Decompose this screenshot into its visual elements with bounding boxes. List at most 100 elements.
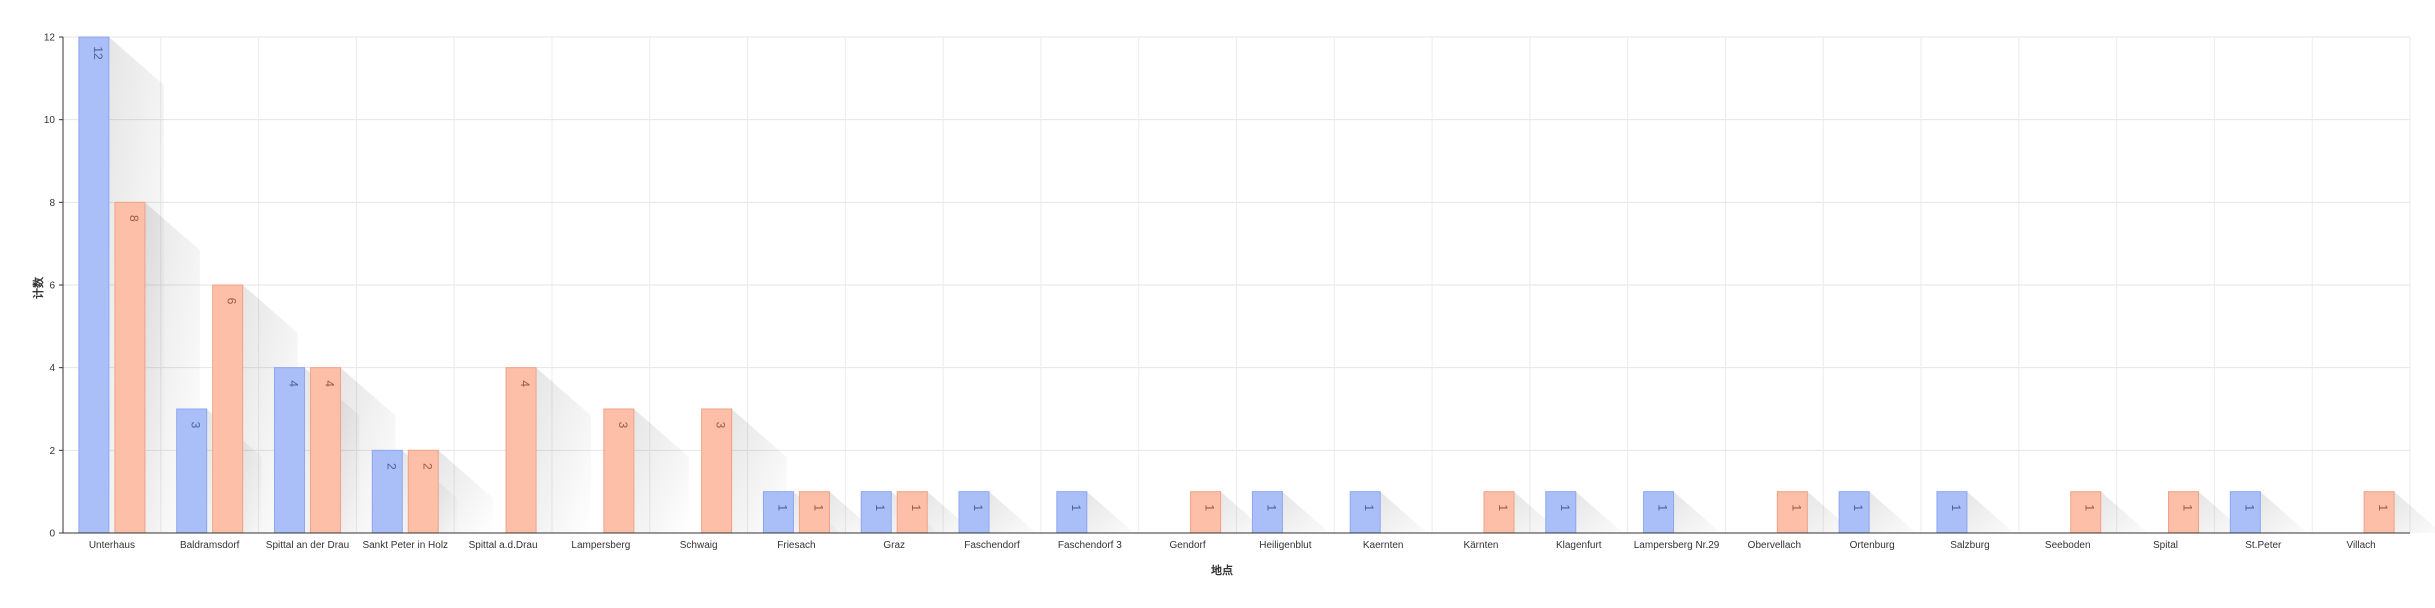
x-tick-label: Lampersberg	[571, 540, 630, 551]
bar-series2-6	[701, 408, 733, 534]
bar-series2-21	[2168, 491, 2200, 534]
bar-value-label: 1	[775, 504, 789, 511]
y-tick-label: 4	[49, 363, 55, 374]
bar-value-label: 1	[873, 504, 887, 511]
bar-value-label: 1	[909, 504, 923, 511]
x-tick-label: Schwaig	[680, 540, 718, 551]
x-tick-label: Obervellach	[1748, 540, 1801, 551]
bar-series2-3	[407, 449, 439, 534]
bar-shadow	[1575, 491, 1631, 540]
bar-series1-1	[176, 408, 208, 534]
bar-series2-11	[1190, 491, 1222, 534]
bar-series1-19	[1936, 491, 1968, 534]
y-tick-label: 6	[49, 281, 55, 292]
bar-shadow	[438, 450, 494, 533]
bar-shadow	[1086, 491, 1142, 540]
bar-value-label: 4	[518, 380, 532, 387]
bar-series1-12	[1251, 491, 1283, 534]
bar-series1-3	[371, 449, 403, 534]
bar-series1-9	[958, 491, 990, 534]
y-tick-label: 2	[49, 446, 55, 457]
bar-value-label: 1	[1496, 504, 1510, 511]
x-tick-label: Faschendorf 3	[1058, 540, 1122, 551]
bar-value-label: 4	[322, 380, 336, 387]
bar-series1-0	[78, 36, 110, 534]
y-axis-title: 计数	[31, 276, 45, 299]
bar-shadow	[1282, 491, 1338, 540]
bar-shadow	[2100, 491, 2156, 540]
bar-series2-1	[212, 284, 244, 534]
x-tick-label: Salzburg	[1950, 540, 1989, 551]
bar-value-label: 1	[1851, 504, 1865, 511]
x-tick-label: Spital	[2153, 540, 2178, 551]
bar-value-label: 1	[971, 504, 985, 511]
bar-shadow	[1869, 491, 1925, 540]
bar-series1-7	[762, 491, 794, 534]
bar-series2-0	[114, 201, 146, 534]
bar-series2-17	[1776, 491, 1808, 534]
axes	[59, 36, 2410, 534]
bar-series2-23	[2363, 491, 2395, 534]
bar-series1-15	[1545, 491, 1577, 534]
bar-value-label: 6	[225, 298, 239, 305]
bar-value-label: 1	[2242, 504, 2256, 511]
bar-series2-8	[896, 491, 928, 534]
bar-value-label: 1	[1362, 504, 1376, 511]
y-tick-label: 12	[44, 33, 56, 44]
x-axis-title: 地点	[1211, 563, 1233, 577]
bar-series1-2	[273, 367, 305, 534]
x-tick-label: St.Peter	[2245, 540, 2282, 551]
bar-value-label: 3	[714, 422, 728, 429]
x-tick-label: Klagenfurt	[1556, 540, 1602, 551]
bar-series1-10	[1056, 491, 1088, 534]
x-tick-label: Heiligenblut	[1259, 540, 1311, 551]
x-tick-label: Spittal a.d.Drau	[469, 540, 538, 551]
x-tick-label: Lampersberg Nr.29	[1634, 540, 1720, 551]
bar-value-label: 1	[1069, 504, 1083, 511]
bar-series1-16	[1643, 491, 1675, 534]
bar-value-label: 1	[1264, 504, 1278, 511]
bar-series1-22	[2229, 491, 2261, 534]
bar-value-label: 1	[1949, 504, 1963, 511]
bar-series2-2	[309, 367, 341, 534]
bar-shadow	[989, 491, 1045, 540]
bar-value-label: 1	[1203, 504, 1217, 511]
bar-value-label: 8	[127, 215, 141, 222]
x-tick-label: Villach	[2346, 540, 2375, 551]
x-tick-label: Sankt Peter in Holz	[362, 540, 448, 551]
x-tick-label: Unterhaus	[89, 540, 135, 551]
x-tick-label: Baldramsdorf	[180, 540, 240, 551]
bar-shadow	[633, 409, 689, 533]
x-tick-label: Seeboden	[2045, 540, 2091, 551]
bar-value-label: 3	[189, 422, 203, 429]
x-tick-label: Gendorf	[1170, 540, 1206, 551]
x-tick-label: Kärnten	[1463, 540, 1498, 551]
x-tick-label: Kaernten	[1363, 540, 1404, 551]
bar-series2-5	[603, 408, 635, 534]
bar-series2-14	[1483, 491, 1515, 534]
bar-shadow	[2260, 491, 2316, 540]
bar-value-label: 1	[2083, 504, 2097, 511]
x-tick-label: Ortenburg	[1850, 540, 1895, 551]
bar-value-label: 1	[811, 504, 825, 511]
bar-value-label: 12	[91, 46, 105, 60]
bar-shadow	[1380, 491, 1436, 540]
x-tick-label: Friesach	[777, 540, 815, 551]
bar-series1-8	[860, 491, 892, 534]
y-tick-label: 10	[44, 115, 56, 126]
bar-shadow	[1673, 491, 1729, 540]
bar-value-label: 2	[384, 463, 398, 470]
bar-value-label: 2	[420, 463, 434, 470]
bar-shadow	[1966, 491, 2022, 540]
bar-value-label: 1	[1558, 504, 1572, 511]
x-tick-label: Spittal an der Drau	[266, 540, 349, 551]
x-tick-label: Graz	[883, 540, 905, 551]
y-tick-label: 0	[49, 529, 55, 540]
bar-series2-20	[2070, 491, 2102, 534]
bar-series2-7	[798, 491, 830, 534]
x-tick-label: Faschendorf	[964, 540, 1020, 551]
bar-value-label: 3	[616, 422, 630, 429]
